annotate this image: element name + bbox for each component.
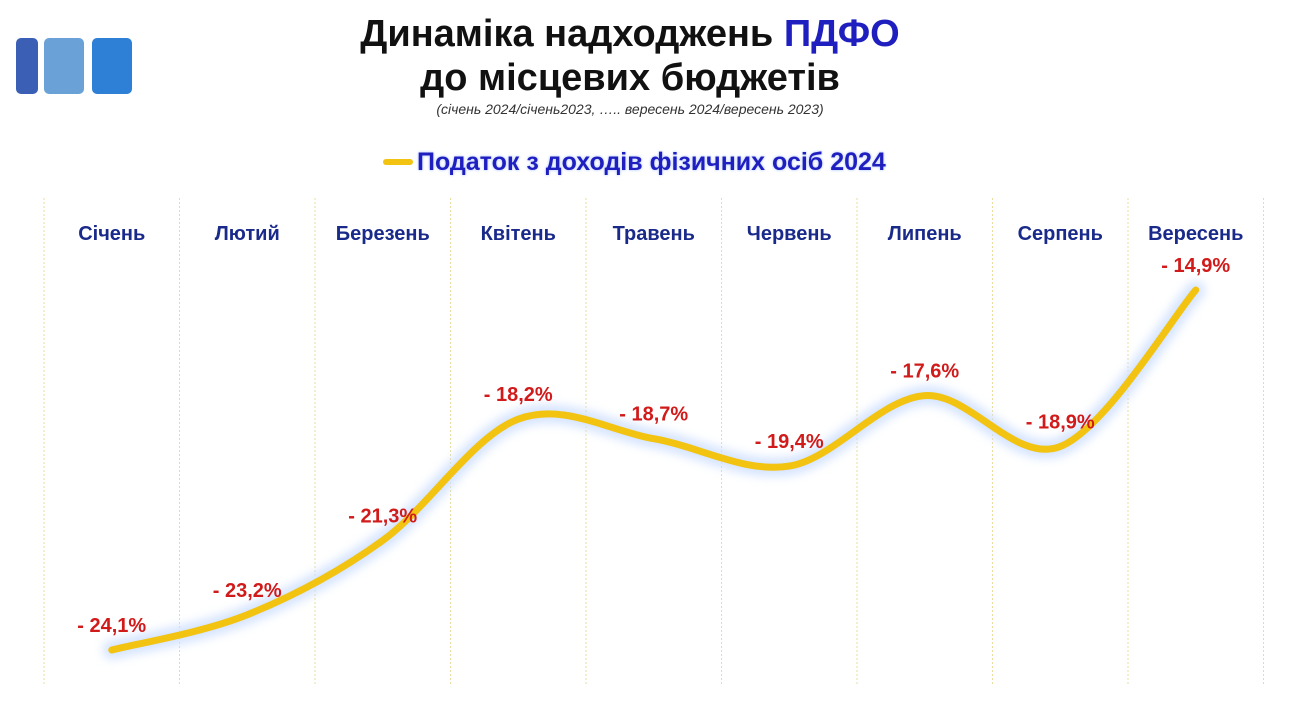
month-label: Серпень bbox=[1018, 223, 1103, 245]
data-label: - 23,2% bbox=[213, 580, 282, 602]
data-label: - 18,7% bbox=[619, 404, 688, 426]
logo-square-1 bbox=[16, 38, 38, 94]
month-label: Січень bbox=[78, 223, 145, 245]
month-label: Червень bbox=[747, 223, 832, 245]
chart-legend: Податок з доходів фізичних осіб 2024 bbox=[383, 144, 886, 180]
data-label: - 21,3% bbox=[348, 505, 417, 527]
page-title: Динаміка надходжень ПДФО до місцевих бюд… bbox=[230, 12, 1030, 100]
logo-square-2 bbox=[44, 38, 84, 94]
legend-series-label: Податок з доходів фізичних осіб 2024 bbox=[417, 147, 886, 176]
data-label: - 18,2% bbox=[484, 384, 553, 406]
month-label: Липень bbox=[888, 223, 962, 245]
month-label: Березень bbox=[336, 223, 430, 245]
data-label: - 19,4% bbox=[755, 431, 824, 453]
data-label: - 24,1% bbox=[77, 615, 146, 637]
month-label: Лютий bbox=[215, 223, 280, 245]
title-line-2: до місцевих бюджетів bbox=[420, 57, 840, 99]
month-label: Квітень bbox=[481, 223, 556, 245]
data-label: - 18,9% bbox=[1026, 412, 1095, 434]
data-labels: - 24,1% - 23,2% - 21,3% - 18,2% - 18,7% - 19,… bbox=[77, 255, 1230, 637]
chart-grid bbox=[43, 198, 1264, 686]
data-label: - 17,6% bbox=[890, 361, 959, 383]
logo-square-3 bbox=[92, 38, 132, 94]
title-line-1: Динаміка надходжень ПДФО bbox=[230, 12, 1030, 56]
month-labels: Січень Лютий Березень Квітень Травень Червень… bbox=[78, 223, 1243, 245]
month-label: Травень bbox=[613, 223, 695, 245]
page-subtitle: (січень 2024/січень2023, ….. вересень 20… bbox=[436, 101, 824, 117]
title-prefix: Динаміка надходжень bbox=[360, 13, 774, 55]
series-line bbox=[108, 286, 1200, 654]
title-accent: ПДФО bbox=[783, 13, 900, 55]
data-label: - 14,9% bbox=[1161, 255, 1230, 277]
month-label: Вересень bbox=[1148, 223, 1243, 245]
legend-line-swatch bbox=[383, 159, 413, 165]
logo bbox=[16, 38, 134, 96]
